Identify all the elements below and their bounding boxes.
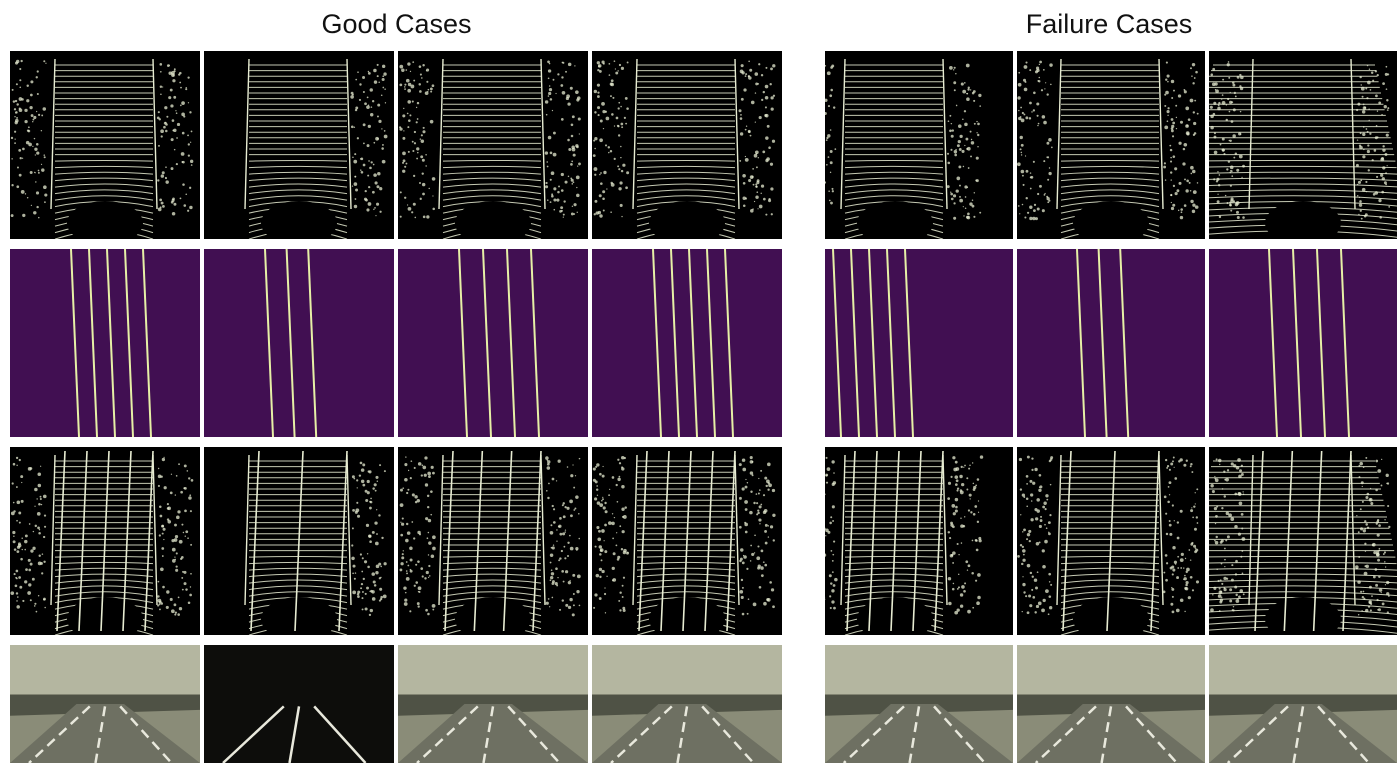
good-case-lidar-bev-4: [592, 51, 782, 239]
good-case-lidar-bev-image-2: [244, 58, 388, 239]
failure-case-lidar-with-lanes-image-3: [1209, 450, 1397, 635]
good-case-lidar-with-lanes-image-4: [592, 450, 776, 635]
good-case-camera-image-image-2: [204, 645, 394, 763]
failure-case-lane-mask-image-1: [832, 249, 914, 437]
good-cases-panel: [10, 51, 782, 763]
good-case-lane-mask-3: [398, 249, 588, 437]
good-case-lidar-with-lanes-1: [10, 447, 200, 635]
failure-case-camera-image-image-2: [1017, 645, 1205, 763]
good-case-lidar-bev-image-4: [592, 58, 776, 239]
failure-case-camera-image-3: [1209, 645, 1397, 763]
good-case-lane-mask-1: [10, 249, 200, 437]
failure-case-lidar-bev-3: [1209, 51, 1397, 239]
good-case-lidar-bev-2: [204, 51, 394, 239]
failure-case-camera-image-2: [1017, 645, 1205, 763]
good-case-lidar-bev-image-3: [399, 58, 581, 239]
good-case-lidar-bev-1: [10, 51, 200, 239]
good-case-camera-image-3: [398, 645, 588, 763]
good-cases-title: Good Cases: [321, 9, 472, 39]
failure-case-lidar-with-lanes-image-1: [825, 450, 984, 635]
failure-case-lane-mask-image-3: [1268, 249, 1350, 437]
good-case-lidar-bev-image-1: [10, 58, 194, 239]
good-case-lidar-with-lanes-image-2: [244, 450, 387, 635]
failure-case-lane-mask-2: [1017, 249, 1205, 437]
good-case-lidar-with-lanes-image-1: [10, 450, 194, 635]
failure-case-lidar-with-lanes-3: [1209, 447, 1397, 635]
failure-case-lidar-with-lanes-image-2: [1017, 450, 1200, 635]
good-case-lidar-with-lanes-2: [204, 447, 394, 635]
failure-case-camera-image-1: [825, 645, 1013, 763]
failure-case-lane-mask-3: [1209, 249, 1397, 437]
good-case-lane-mask-image-1: [70, 249, 152, 437]
failure-case-lidar-with-lanes-2: [1017, 447, 1205, 635]
good-case-lidar-with-lanes-image-3: [399, 450, 581, 635]
good-case-lane-mask-image-2: [264, 249, 318, 437]
good-case-lidar-with-lanes-4: [592, 447, 782, 635]
good-case-lidar-bev-3: [398, 51, 588, 239]
good-case-camera-image-4: [592, 645, 782, 763]
failure-case-camera-image-image-1: [825, 645, 1013, 763]
good-case-lane-mask-image-4: [652, 249, 734, 437]
failure-cases-title: Failure Cases: [1025, 9, 1193, 39]
good-case-camera-image-1: [10, 645, 200, 763]
failure-case-lane-mask-image-2: [1076, 249, 1130, 437]
good-case-camera-image-image-1: [10, 645, 200, 763]
failure-case-camera-image-image-3: [1209, 645, 1397, 763]
good-case-lane-mask-2: [204, 249, 394, 437]
good-case-lane-mask-4: [592, 249, 782, 437]
good-case-lidar-with-lanes-3: [398, 447, 588, 635]
failure-case-lidar-bev-1: [825, 51, 1013, 239]
failure-case-lidar-with-lanes-1: [825, 447, 1013, 635]
failure-case-lane-mask-1: [825, 249, 1013, 437]
failure-case-lidar-bev-image-1: [825, 58, 982, 239]
good-case-camera-image-2: [204, 645, 394, 763]
failure-cases-panel: [825, 51, 1397, 763]
good-case-camera-image-image-4: [592, 645, 782, 763]
failure-case-lidar-bev-2: [1017, 51, 1205, 239]
good-case-lane-mask-image-3: [458, 249, 540, 437]
good-case-camera-image-image-3: [398, 645, 588, 763]
failure-case-lidar-bev-image-3: [1209, 58, 1397, 239]
failure-case-lidar-bev-image-2: [1017, 58, 1199, 239]
